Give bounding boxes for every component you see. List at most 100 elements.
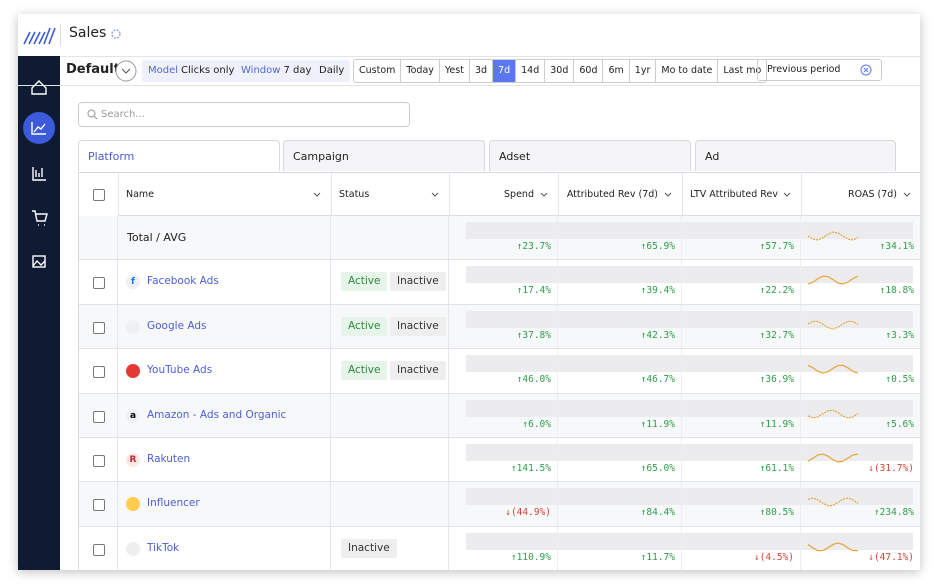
image-icon[interactable]: [32, 255, 46, 268]
cell: [79, 349, 118, 393]
cart-icon[interactable]: [32, 210, 48, 226]
change-value: ↑6.0%: [522, 418, 551, 430]
row-checkbox[interactable]: [93, 366, 105, 379]
row-checkbox[interactable]: [93, 543, 105, 556]
range-button[interactable]: Today: [401, 60, 440, 82]
cell: [558, 482, 682, 526]
platform-name[interactable]: Rakuten: [147, 453, 191, 465]
cell: [118, 216, 331, 260]
cell: [118, 349, 331, 393]
status-badge[interactable]: Active: [341, 316, 388, 336]
view-dropdown[interactable]: [115, 60, 137, 82]
compare-select[interactable]: Previous period: [757, 59, 882, 81]
change-value: ↑11.9%: [759, 418, 794, 430]
column-header[interactable]: LTV Attributed Rev: [682, 173, 801, 216]
cell: [118, 260, 331, 304]
range-button[interactable]: Mo to date: [656, 60, 719, 82]
range-button[interactable]: 6m: [603, 60, 630, 82]
row-checkbox[interactable]: [93, 410, 105, 423]
sort-caret[interactable]: [431, 192, 439, 198]
select-all-checkbox[interactable]: [93, 189, 105, 201]
status-badge[interactable]: Inactive: [390, 272, 446, 292]
range-button[interactable]: Yest: [440, 60, 470, 82]
platform-icon: [126, 541, 140, 556]
status-badge[interactable]: Active: [341, 361, 388, 381]
change-value: ↑37.8%: [516, 329, 551, 341]
window-chip[interactable]: Window 7 day: [235, 60, 318, 82]
row-checkbox[interactable]: [93, 277, 105, 290]
platform-name[interactable]: Influencer: [147, 497, 200, 510]
change-value: ↑18.8%: [879, 285, 914, 297]
granularity-chip[interactable]: Daily: [313, 60, 351, 82]
tab[interactable]: Campaign: [283, 140, 485, 171]
platform-name[interactable]: Google Ads: [147, 319, 207, 332]
search-placeholder: Search...: [101, 109, 145, 120]
sort-caret[interactable]: [783, 192, 791, 198]
cell: [558, 438, 682, 482]
tab[interactable]: Adset: [489, 140, 691, 171]
range-button[interactable]: 1yr: [630, 60, 657, 82]
change-value: ↑57.7%: [759, 241, 794, 252]
range-button[interactable]: 14d: [516, 60, 546, 82]
column-header[interactable]: Status: [331, 173, 449, 216]
platform-icon: R: [126, 453, 140, 467]
model-chip[interactable]: Model Clicks only: [142, 60, 241, 82]
reports-icon[interactable]: [32, 167, 46, 181]
sort-caret[interactable]: [540, 192, 548, 198]
sparkline: [807, 275, 859, 285]
row-checkbox[interactable]: [93, 455, 105, 467]
status-badge[interactable]: Active: [341, 272, 388, 292]
blurred-value: [466, 222, 913, 239]
column-header[interactable]: ROAS (7d): [801, 173, 920, 216]
table-row: a Amazon - Ads and Organic ↑6.0% ↑11.9% ↑11.…: [79, 393, 920, 438]
home-icon[interactable]: [31, 80, 47, 95]
change-value: ↑17.4%: [516, 285, 551, 297]
sort-caret[interactable]: [313, 192, 321, 198]
column-header[interactable]: Name: [118, 173, 331, 216]
sort-caret[interactable]: [664, 192, 672, 198]
cell: [331, 304, 449, 349]
platform-name[interactable]: YouTube Ads: [147, 364, 213, 377]
cell: [79, 482, 118, 526]
platform-name[interactable]: Amazon - Ads and Organic: [147, 408, 287, 421]
window-label: Window: [241, 65, 281, 76]
page-title: Sales: [69, 25, 107, 41]
status-badge[interactable]: Inactive: [390, 316, 446, 336]
sort-caret[interactable]: [903, 192, 911, 198]
blurred-value: [466, 444, 913, 461]
cell: [118, 482, 331, 526]
settings-icon[interactable]: [110, 28, 122, 40]
search-box[interactable]: Search...: [78, 102, 410, 127]
change-value: ↑42.3%: [640, 329, 675, 341]
row-checkbox[interactable]: [93, 321, 105, 334]
compare-value: Previous period: [767, 64, 841, 75]
row-checkbox[interactable]: [93, 499, 105, 512]
tab[interactable]: Ad: [695, 140, 896, 171]
blurred-value: [466, 399, 913, 417]
range-button[interactable]: Custom: [354, 60, 402, 82]
change-value: ↑36.9%: [759, 374, 794, 386]
analytics-icon[interactable]: [31, 122, 46, 135]
range-button[interactable]: Last mo: [723, 65, 762, 76]
range-button[interactable]: 7d: [493, 60, 517, 82]
cell: [558, 260, 682, 304]
clear-icon[interactable]: [860, 64, 872, 76]
cell: [449, 349, 558, 393]
column-header[interactable]: Spend: [449, 173, 558, 216]
platform-name[interactable]: TikTok: [147, 541, 180, 554]
column-header[interactable]: Attributed Rev (7d): [558, 173, 682, 216]
status-badge[interactable]: Inactive: [390, 361, 446, 381]
range-button[interactable]: 30d: [545, 60, 575, 82]
range-button[interactable]: 3d: [470, 60, 494, 82]
sparkline: [807, 364, 859, 374]
column-title: LTV Attributed Rev: [690, 189, 778, 200]
change-value: ↓(31.7%): [868, 463, 914, 474]
cell: [682, 526, 801, 570]
tab[interactable]: Platform: [78, 140, 280, 171]
cell: [79, 438, 118, 482]
change-value: ↑46.0%: [516, 374, 551, 386]
range-button[interactable]: 60d: [574, 60, 604, 82]
platform-name[interactable]: Facebook Ads: [147, 275, 219, 288]
cell: [449, 526, 558, 570]
status-badge[interactable]: Inactive: [341, 538, 397, 558]
